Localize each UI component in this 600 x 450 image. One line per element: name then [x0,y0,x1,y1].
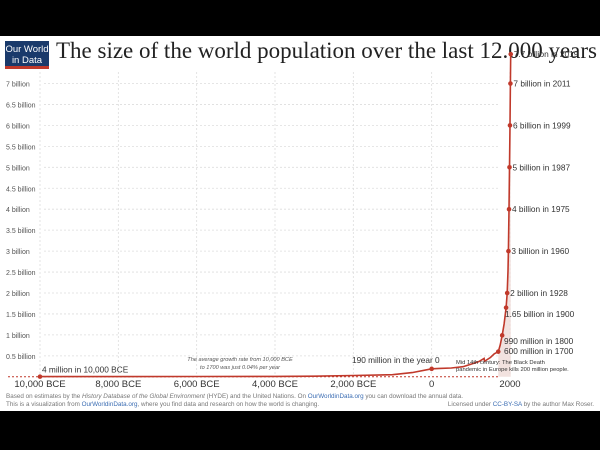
y-tick-label: 4.5 billion [6,186,36,193]
y-tick-label: 4 billion [6,207,30,214]
y-tick-label: 7 billion [6,82,30,89]
footer-owid-link[interactable]: OurWorldinData.org [307,393,364,400]
x-tick-label: 2000 [499,379,520,390]
black-death-note: Mid 14th century: The Black Death [456,360,545,366]
y-tick-label: 0.5 billion [6,354,36,361]
footer-hyde-name: History Database of the Global Environme… [81,393,205,400]
footer-text: Licensed under [447,401,493,408]
annotation-marker [37,374,43,379]
annotation-marker [495,349,501,354]
annotation-label: 6 billion in 1999 [513,120,571,130]
chart-frame: Our World in Data The size of the world … [0,36,600,411]
x-tick-label: 0 [429,379,434,390]
annotation-label: 7 billion in 2011 [513,79,570,89]
footer-license: Licensed under CC-BY-SA by the author Ma… [448,401,594,408]
x-tick-label: 4,000 BCE [252,379,298,390]
footer-text: (HYDE) and the United Nations. On [204,393,308,400]
annotation-marker [503,305,509,310]
footer-text: by the author Max Roser. [521,401,594,408]
y-tick-label: 1.5 billion [6,312,36,319]
x-tick-label: 8,000 BCE [95,379,141,390]
annotation-marker [508,51,514,57]
annotation-label: 7.7 billion in 2019 [514,49,579,59]
y-tick-label: 5 billion [6,165,30,172]
annotation-label: 190 million in the year 0 [352,355,440,365]
annotation-label: 4 billion in 1975 [512,204,570,214]
growth-note: The average growth rate from 10,000 BCE [187,357,293,363]
annotation-marker [506,206,512,212]
footer-text: This is a visualization from [6,401,82,408]
owid-logo[interactable]: Our World in Data [5,41,49,69]
annotation-marker [508,81,513,86]
annotation-marker [507,123,513,128]
y-tick-label: 6 billion [6,123,30,130]
y-tick-label: 1 billion [6,333,30,340]
growth-note: to 1700 was just 0.04% per year [200,365,281,371]
logo-accent-bar [5,66,49,69]
x-tick-label: 6,000 BCE [174,379,220,390]
x-tick-label: 2,000 BCE [330,379,376,390]
logo-line-1: Our World [5,44,49,55]
annotation-label: 4 million in 10,000 BCE [42,365,129,375]
annotation-label: 2 billion in 1928 [510,288,568,298]
footer-text: , where you find data and research on ho… [137,401,320,408]
footer-owid-link-2[interactable]: OurWorldinData.org [81,401,138,408]
annotation-label: 600 million in 1700 [504,346,574,356]
annotation-marker [504,290,510,296]
annotation-marker [506,248,511,254]
annotation-label: 1.65 billion in 1900 [505,309,575,319]
footer-text: Based on estimates by the [6,393,82,400]
logo-line-2: in Data [11,55,43,66]
annotation-marker [507,165,512,170]
y-tick-label: 2 billion [6,291,30,298]
y-tick-label: 3.5 billion [6,228,36,235]
chart-title: The size of the world population over th… [56,38,597,63]
population-line-chart: 0.5 billion 1 billion 1.5 billion 2 billion… [6,49,579,390]
y-tick-label: 5.5 billion [6,144,36,151]
y-tick-label: 3 billion [6,249,30,256]
y-tick-label: 6.5 billion [6,102,36,109]
annotation-label: 5 billion in 1987 [512,162,570,172]
black-death-note: pandemic in Europe kills 200 million peo… [456,367,569,373]
annotation-label: 990 million in 1800 [504,336,574,346]
footer-text: you can download the annual data. [363,393,464,400]
x-tick-label: 10,000 BCE [14,379,65,390]
y-tick-label: 2.5 billion [6,270,36,277]
annotation-label: 3 billion in 1960 [511,246,569,256]
annotation-marker [429,366,434,372]
annotation-marker [499,333,505,338]
footer-source-line: Based on estimates by the History Databa… [6,393,463,400]
license-link[interactable]: CC-BY-SA [492,401,522,408]
footer-visualization-line: This is a visualization from OurWorldinD… [6,401,319,408]
